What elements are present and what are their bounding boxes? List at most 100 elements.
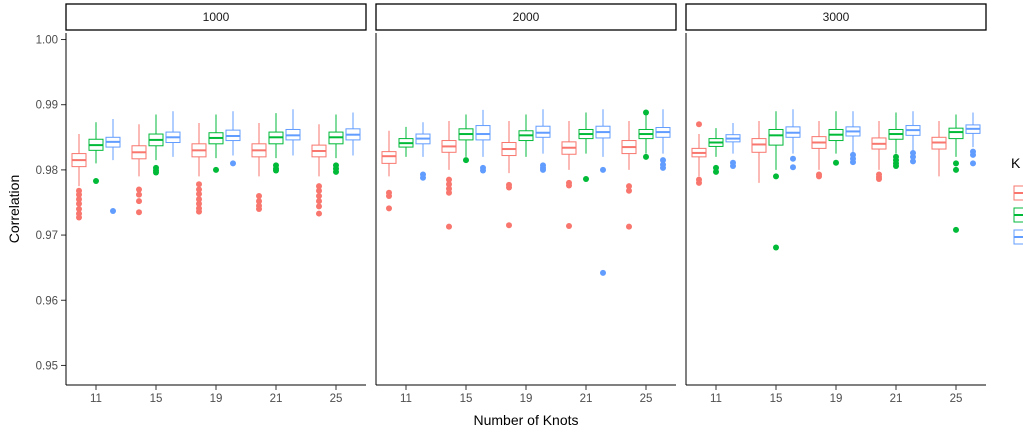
box-plot bbox=[518, 114, 534, 157]
y-tick-label: 0.96 bbox=[36, 295, 58, 307]
box-plot bbox=[458, 114, 474, 164]
facet-strip bbox=[65, 3, 367, 31]
box-outlier bbox=[790, 155, 796, 162]
box-plot bbox=[708, 128, 724, 175]
box-outlier bbox=[626, 223, 632, 230]
box-plot bbox=[345, 112, 361, 156]
legend: K bbox=[1011, 155, 1023, 245]
box-plot bbox=[475, 109, 491, 174]
box-plot bbox=[845, 111, 861, 166]
box-outlier bbox=[213, 166, 219, 173]
box-plot bbox=[638, 109, 654, 160]
box-outlier bbox=[386, 192, 392, 199]
box-outlier bbox=[833, 159, 839, 166]
box-plot bbox=[501, 121, 517, 229]
box-plot bbox=[811, 121, 827, 180]
box-outlier bbox=[446, 189, 452, 196]
x-tick-label: 25 bbox=[950, 393, 963, 405]
box-plot bbox=[751, 121, 767, 183]
box-outlier bbox=[93, 177, 99, 184]
box-outlier bbox=[136, 186, 142, 193]
box-outlier bbox=[196, 200, 202, 207]
x-tick-label: 25 bbox=[330, 393, 343, 405]
box-outlier bbox=[420, 174, 426, 181]
box-outlier bbox=[660, 157, 666, 164]
box-plot bbox=[311, 124, 327, 217]
box-plot bbox=[785, 109, 801, 171]
box-plot bbox=[655, 109, 671, 171]
facet-panel: 1000 11 15 19 21 25 bbox=[65, 3, 367, 405]
box-outlier bbox=[316, 198, 322, 205]
facet-panel: 2000 11 15 19 21 25 bbox=[375, 3, 677, 405]
box-outlier bbox=[76, 206, 82, 212]
box-outlier bbox=[446, 176, 452, 183]
box-outlier bbox=[333, 168, 339, 175]
box-outlier bbox=[713, 168, 719, 175]
box-plot bbox=[71, 134, 87, 221]
facet-panel: 3000 11 15 19 21 25 bbox=[685, 3, 987, 405]
box-outlier bbox=[730, 162, 736, 169]
box-outlier bbox=[566, 222, 572, 229]
x-tick-label: 11 bbox=[400, 393, 412, 405]
x-tick-label: 15 bbox=[770, 393, 783, 405]
box-outlier bbox=[196, 186, 202, 193]
box-plot bbox=[398, 126, 414, 157]
box-outlier bbox=[953, 160, 959, 167]
legend-key bbox=[1013, 207, 1023, 223]
box-outlier bbox=[386, 205, 392, 212]
box-outlier bbox=[626, 187, 632, 194]
box-outlier bbox=[970, 151, 976, 158]
box-plot bbox=[948, 114, 964, 233]
x-tick-label: 11 bbox=[90, 393, 102, 405]
box-outlier bbox=[230, 160, 236, 167]
box-plot bbox=[888, 112, 904, 169]
facet-strip bbox=[685, 3, 987, 31]
y-tick-label: 0.98 bbox=[36, 165, 58, 177]
box-outlier bbox=[316, 187, 322, 194]
box-outlier bbox=[910, 158, 916, 165]
box-plot bbox=[535, 109, 551, 173]
box-outlier bbox=[850, 159, 856, 166]
box-outlier bbox=[953, 226, 959, 233]
y-tick-label: 0.97 bbox=[36, 230, 58, 242]
facet-strip bbox=[375, 3, 677, 31]
facet-strip-label: 2000 bbox=[513, 10, 540, 24]
x-tick-label: 15 bbox=[460, 393, 473, 405]
box-outlier bbox=[316, 210, 322, 217]
facet-strip-label: 1000 bbox=[203, 10, 230, 24]
box-outlier bbox=[773, 173, 779, 180]
x-tick-label: 19 bbox=[520, 393, 533, 405]
box-outlier bbox=[600, 166, 606, 173]
box-plot bbox=[208, 114, 224, 173]
box-outlier bbox=[660, 164, 666, 171]
box-outlier bbox=[446, 223, 452, 230]
legend-title: K bbox=[1011, 155, 1021, 171]
box-outlier bbox=[773, 244, 779, 251]
box-plot bbox=[165, 111, 181, 157]
box-plot bbox=[725, 122, 741, 169]
box-outlier bbox=[643, 109, 649, 116]
box-outlier bbox=[540, 166, 546, 173]
box-iqr bbox=[768, 128, 784, 146]
box-outlier bbox=[256, 192, 262, 199]
box-outlier bbox=[643, 153, 649, 160]
y-axis-title: Correlation bbox=[6, 175, 22, 243]
box-outlier bbox=[256, 198, 262, 205]
box-outlier bbox=[583, 176, 589, 183]
box-outlier bbox=[506, 222, 512, 229]
box-plot bbox=[871, 121, 887, 183]
box-outlier bbox=[790, 164, 796, 171]
box-outlier bbox=[196, 191, 202, 198]
box-iqr bbox=[475, 125, 491, 141]
box-plot bbox=[561, 121, 577, 229]
box-outlier bbox=[600, 269, 606, 276]
box-plot bbox=[595, 109, 611, 276]
y-tick-label: 0.99 bbox=[36, 100, 58, 112]
x-tick-label: 21 bbox=[580, 393, 593, 405]
box-outlier bbox=[76, 214, 82, 221]
box-plot bbox=[931, 121, 947, 177]
box-plot bbox=[251, 122, 267, 212]
box-iqr bbox=[948, 127, 964, 140]
box-outlier bbox=[76, 200, 82, 207]
